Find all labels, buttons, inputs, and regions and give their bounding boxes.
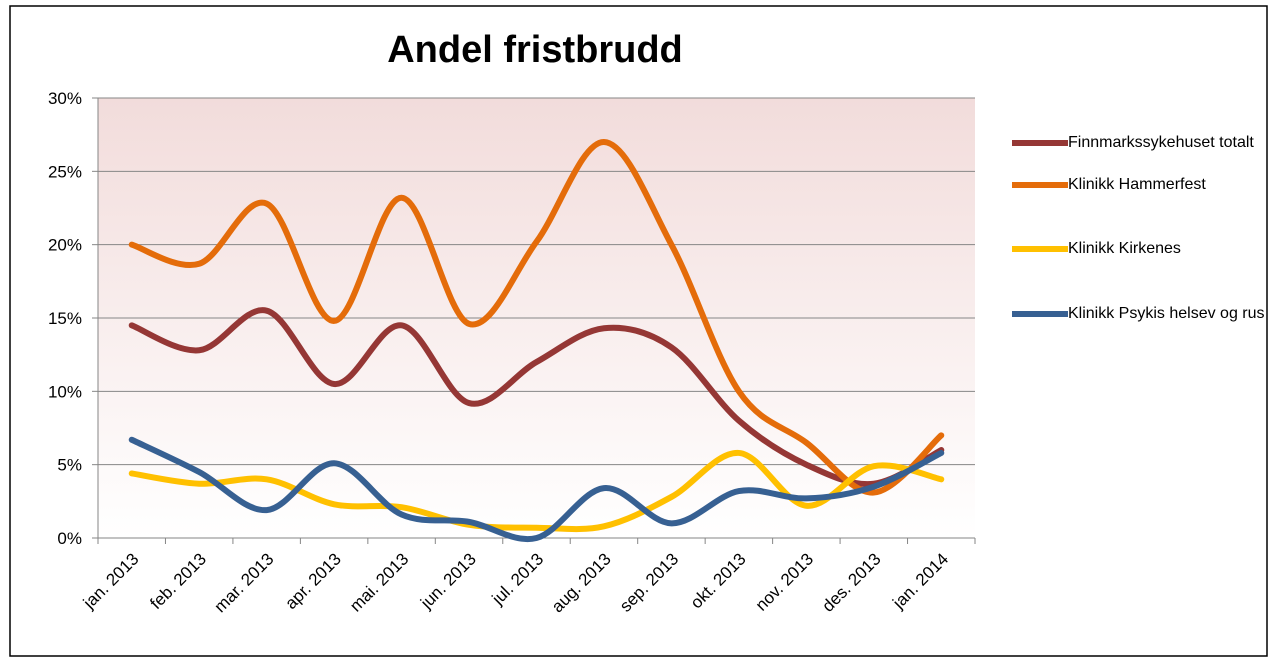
y-tick-label: 20%	[48, 236, 82, 255]
legend-label: Finnmarkssykehuset totalt	[1068, 134, 1254, 151]
legend-label: Klinikk Psykis helsev og rus	[1068, 305, 1265, 322]
legend-label: Klinikk Hammerfest	[1068, 176, 1206, 193]
legend-label: Klinikk Kirkenes	[1068, 240, 1181, 257]
y-tick-label: 30%	[48, 89, 82, 108]
y-tick-label: 5%	[57, 456, 82, 475]
y-tick-label: 10%	[48, 382, 82, 401]
y-tick-label: 25%	[48, 162, 82, 181]
series-line	[128, 449, 945, 533]
y-tick-label: 15%	[48, 309, 82, 328]
series-line	[128, 436, 945, 543]
series-line	[128, 138, 945, 496]
y-tick-label: 0%	[57, 529, 82, 548]
series-line	[128, 307, 945, 488]
chart-title: Andel fristbrudd	[387, 29, 683, 71]
